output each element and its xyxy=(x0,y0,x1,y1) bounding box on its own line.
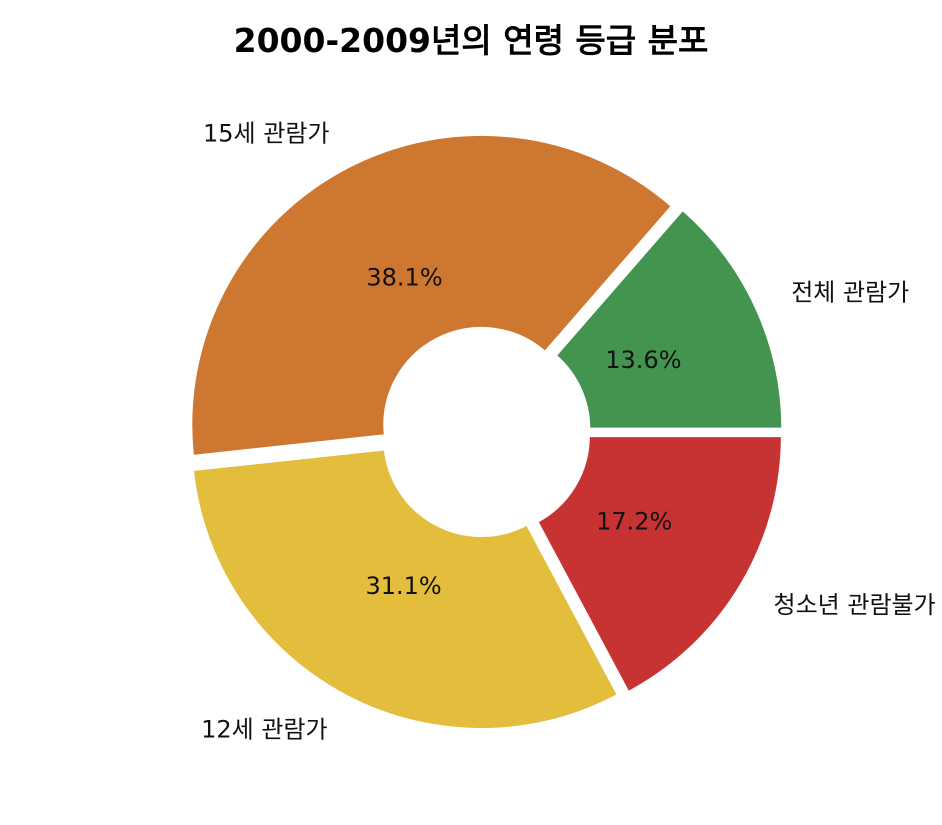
slice-percent-label: 17.2% xyxy=(596,508,672,536)
slice-percent-label: 38.1% xyxy=(366,264,442,292)
slice-category-label: 15세 관람가 xyxy=(203,120,330,148)
slice-category-label: 청소년 관람불가 xyxy=(774,591,936,619)
slice-category-label: 전체 관람가 xyxy=(791,279,909,307)
pie-slice xyxy=(191,448,620,731)
slice-percent-label: 13.6% xyxy=(605,346,681,374)
pie-slice xyxy=(554,208,784,430)
slice-category-label: 12세 관람가 xyxy=(201,715,328,743)
chart-title: 2000-2009년의 연령 등급 분포 xyxy=(233,21,709,60)
pie-slice xyxy=(190,133,674,457)
labels-group: 전체 관람가 13.6% 15세 관람가 38.1% 12세 관람가 31.1% 청소년 관… xyxy=(201,120,936,744)
pie-slice xyxy=(536,435,783,694)
slice-percent-label: 31.1% xyxy=(365,572,441,600)
slices-group xyxy=(190,133,784,731)
